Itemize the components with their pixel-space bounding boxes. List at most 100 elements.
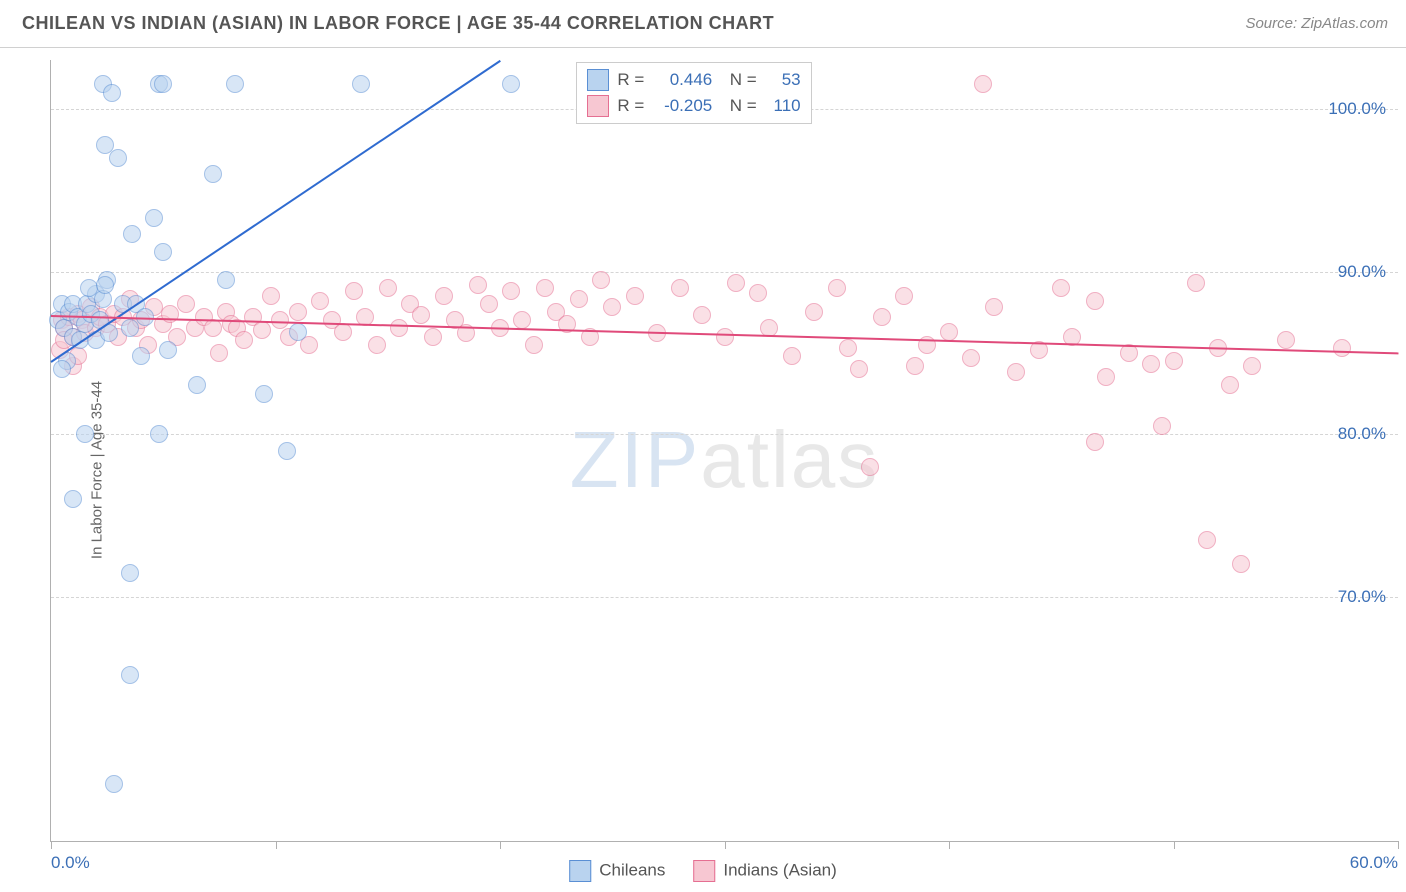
scatter-point — [1221, 376, 1239, 394]
scatter-point — [424, 328, 442, 346]
chart-title: CHILEAN VS INDIAN (ASIAN) IN LABOR FORCE… — [22, 13, 774, 34]
scatter-point — [177, 295, 195, 313]
y-tick-label: 100.0% — [1328, 99, 1386, 119]
legend-swatch — [587, 95, 609, 117]
scatter-point — [121, 666, 139, 684]
scatter-point — [278, 442, 296, 460]
legend-item: Chileans — [569, 860, 665, 882]
watermark: ZIPatlas — [570, 414, 879, 506]
scatter-point — [1153, 417, 1171, 435]
x-tick — [51, 841, 52, 849]
legend-n-label: N = — [720, 70, 756, 90]
scatter-point — [1052, 279, 1070, 297]
legend-r-label: R = — [617, 70, 644, 90]
scatter-point — [226, 75, 244, 93]
x-tick — [725, 841, 726, 849]
scatter-point — [76, 425, 94, 443]
scatter-point — [145, 209, 163, 227]
scatter-point — [1277, 331, 1295, 349]
scatter-point — [289, 303, 307, 321]
legend-stats-row: R =-0.205 N =110 — [587, 93, 800, 119]
scatter-point — [570, 290, 588, 308]
x-tick — [949, 841, 950, 849]
x-tick-label: 0.0% — [51, 853, 90, 873]
scatter-point — [334, 323, 352, 341]
scatter-point — [1232, 555, 1250, 573]
scatter-point — [1097, 368, 1115, 386]
legend-stats-row: R =0.446 N =53 — [587, 67, 800, 93]
scatter-point — [204, 165, 222, 183]
x-tick — [500, 841, 501, 849]
chart-header: CHILEAN VS INDIAN (ASIAN) IN LABOR FORCE… — [0, 0, 1406, 48]
scatter-point — [159, 341, 177, 359]
scatter-point — [873, 308, 891, 326]
scatter-point — [262, 287, 280, 305]
scatter-point — [716, 328, 734, 346]
scatter-point — [204, 319, 222, 337]
scatter-point — [123, 225, 141, 243]
scatter-point — [217, 271, 235, 289]
chart-area: In Labor Force | Age 35-44 ZIPatlas 70.0… — [0, 48, 1406, 892]
scatter-point — [345, 282, 363, 300]
legend-r-value: 0.446 — [652, 70, 712, 90]
scatter-point — [105, 775, 123, 793]
scatter-point — [480, 295, 498, 313]
scatter-point — [626, 287, 644, 305]
scatter-plot: ZIPatlas 70.0%80.0%90.0%100.0%0.0%60.0%R… — [50, 60, 1398, 842]
legend-n-label: N = — [720, 96, 756, 116]
scatter-point — [235, 331, 253, 349]
scatter-point — [352, 75, 370, 93]
scatter-point — [603, 298, 621, 316]
scatter-point — [121, 319, 139, 337]
scatter-point — [132, 347, 150, 365]
scatter-point — [255, 385, 273, 403]
scatter-point — [109, 149, 127, 167]
legend-swatch — [587, 69, 609, 91]
x-tick — [276, 841, 277, 849]
scatter-point — [1243, 357, 1261, 375]
chart-source: Source: ZipAtlas.com — [1245, 15, 1388, 32]
scatter-point — [592, 271, 610, 289]
scatter-point — [469, 276, 487, 294]
scatter-point — [1086, 292, 1104, 310]
scatter-point — [289, 323, 307, 341]
gridline — [51, 597, 1398, 598]
scatter-point — [513, 311, 531, 329]
scatter-point — [150, 425, 168, 443]
scatter-point — [906, 357, 924, 375]
scatter-point — [379, 279, 397, 297]
scatter-point — [368, 336, 386, 354]
legend-bottom: Chileans Indians (Asian) — [569, 860, 837, 882]
legend-label: Chileans — [599, 860, 665, 879]
y-tick-label: 70.0% — [1338, 587, 1386, 607]
legend-item: Indians (Asian) — [693, 860, 836, 882]
scatter-point — [962, 349, 980, 367]
scatter-point — [828, 279, 846, 297]
scatter-point — [1142, 355, 1160, 373]
scatter-point — [53, 360, 71, 378]
scatter-point — [940, 323, 958, 341]
scatter-point — [311, 292, 329, 310]
legend-swatch — [693, 860, 715, 882]
legend-r-label: R = — [617, 96, 644, 116]
scatter-point — [64, 490, 82, 508]
scatter-point — [412, 306, 430, 324]
scatter-point — [805, 303, 823, 321]
scatter-point — [783, 347, 801, 365]
scatter-point — [525, 336, 543, 354]
scatter-point — [861, 458, 879, 476]
legend-label: Indians (Asian) — [723, 860, 836, 879]
scatter-point — [188, 376, 206, 394]
legend-r-value: -0.205 — [652, 96, 712, 116]
scatter-point — [1187, 274, 1205, 292]
scatter-point — [253, 321, 271, 339]
scatter-point — [536, 279, 554, 297]
scatter-point — [210, 344, 228, 362]
scatter-point — [1198, 531, 1216, 549]
gridline — [51, 272, 1398, 273]
scatter-point — [1007, 363, 1025, 381]
gridline — [51, 434, 1398, 435]
scatter-point — [1333, 339, 1351, 357]
scatter-point — [1086, 433, 1104, 451]
legend-stats: R =0.446 N =53R =-0.205 N =110 — [576, 62, 811, 124]
